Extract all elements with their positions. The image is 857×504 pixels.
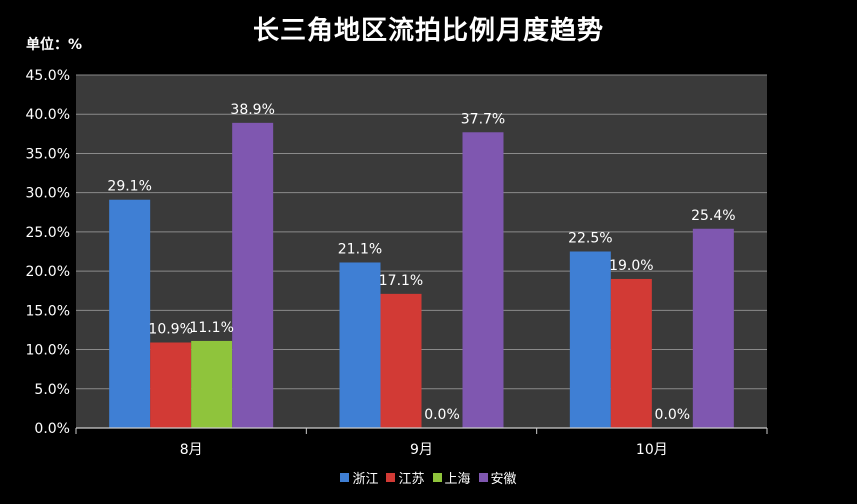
data-label: 29.1% <box>107 179 151 195</box>
legend-item: 江苏 <box>386 468 425 487</box>
x-category-label: 9月 <box>410 442 433 458</box>
legend-swatch <box>340 473 350 482</box>
data-label: 37.7% <box>461 111 505 127</box>
data-label: 25.4% <box>691 208 735 224</box>
legend-item: 上海 <box>432 468 471 487</box>
x-axis: 8月 9月 10月 <box>75 427 768 458</box>
data-label: 11.1% <box>189 320 233 336</box>
x-category-label: 8月 <box>180 442 203 458</box>
y-tick-label: 20.0% <box>26 264 70 280</box>
y-tick-label: 25.0% <box>26 225 70 241</box>
data-label: 19.0% <box>609 258 653 274</box>
legend-label: 上海 <box>444 472 471 487</box>
bar <box>150 342 192 428</box>
y-tick-label: 40.0% <box>26 107 70 123</box>
y-axis-ticks: 0.0% 5.0% 10.0% 15.0% 20.0% 25.0% 30.0% 35.0% 40… <box>26 68 70 437</box>
legend-label: 安徽 <box>490 472 517 487</box>
y-tick-label: 35.0% <box>26 146 70 162</box>
unit-label: 单位：% <box>26 37 83 53</box>
data-label: 38.9% <box>230 102 274 118</box>
bar <box>462 132 504 428</box>
legend: 浙江 江苏 上海 安徽 <box>0 468 857 487</box>
legend-swatch <box>386 473 396 482</box>
data-label: 21.1% <box>338 241 382 257</box>
bar <box>191 340 233 428</box>
y-tick-label: 5.0% <box>34 382 70 398</box>
data-label: 0.0% <box>655 407 691 423</box>
y-tick-label: 15.0% <box>26 303 70 319</box>
bar <box>339 262 381 428</box>
legend-item: 安徽 <box>478 468 517 487</box>
y-tick-label: 0.0% <box>34 421 70 437</box>
bar <box>232 122 274 429</box>
legend-swatch <box>478 473 488 482</box>
legend-label: 江苏 <box>398 472 425 487</box>
y-tick-label: 10.0% <box>26 343 70 359</box>
bar <box>692 228 734 428</box>
legend-swatch <box>432 473 442 482</box>
data-label: 22.5% <box>568 231 612 247</box>
y-tick-label: 45.0% <box>26 68 70 84</box>
legend-item: 浙江 <box>340 468 378 487</box>
chart-title: 长三角地区流拍比例月度趋势 <box>252 16 604 46</box>
x-category-label: 10月 <box>636 442 668 458</box>
legend-label: 浙江 <box>352 472 379 487</box>
bar <box>610 278 652 428</box>
y-tick-label: 30.0% <box>26 186 70 202</box>
data-label: 10.9% <box>148 321 192 337</box>
data-label: 0.0% <box>424 407 460 423</box>
bar <box>380 293 422 428</box>
bar <box>569 251 611 428</box>
data-labels: 29.1% 10.9%11.1% 38.9% 21.1% 17.1% 0.0% 37.7% 2… <box>107 102 735 423</box>
bar <box>109 199 151 428</box>
bars <box>109 122 734 429</box>
data-label: 17.1% <box>379 273 423 289</box>
